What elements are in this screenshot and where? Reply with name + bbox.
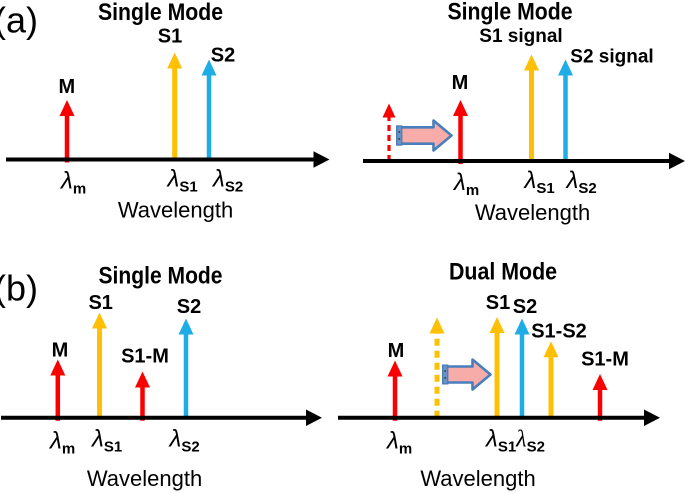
svg-text:Single Mode: Single Mode [99,262,223,289]
svg-text:S1: S1 [486,292,510,314]
svg-text:S2 signal: S2 signal [570,47,653,68]
svg-text:M: M [58,76,75,98]
svg-text:S1-S2: S1-S2 [531,321,587,343]
svg-text:Dual Mode: Dual Mode [449,259,557,286]
svg-text:Wavelength: Wavelength [420,466,535,491]
svg-text:λm: λm [48,428,75,458]
svg-text:λS1: λS1 [166,166,198,196]
svg-text:M: M [52,340,69,362]
svg-text:λm: λm [452,169,479,199]
svg-text:S2: S2 [513,296,537,318]
svg-text:λm: λm [385,428,412,458]
svg-text:Single Mode: Single Mode [98,0,223,26]
svg-text:λS1: λS1 [90,426,122,456]
svg-text:S1: S1 [158,26,182,48]
svg-text:Wavelength: Wavelength [475,200,590,225]
svg-text:λm: λm [59,168,86,198]
svg-text:M: M [388,340,405,362]
svg-text:Wavelength: Wavelength [87,466,202,491]
svg-text:Single Mode: Single Mode [448,0,573,26]
svg-text:M: M [452,72,469,94]
svg-text:(b): (b) [0,268,38,309]
svg-text:λS2: λS2 [211,166,243,196]
svg-text:λS1: λS1 [523,167,555,197]
svg-text:Wavelength: Wavelength [118,198,233,223]
svg-text:S1-M: S1-M [581,349,629,371]
svg-text:S1-M: S1-M [121,346,169,368]
svg-text:S1 signal: S1 signal [479,26,562,47]
svg-text:S1: S1 [88,292,112,314]
svg-text:S2: S2 [177,296,201,318]
svg-text:(a): (a) [0,0,38,41]
svg-text:λS1λS2: λS1λS2 [484,426,545,456]
svg-text:S2: S2 [211,45,235,67]
svg-text:λS2: λS2 [168,426,200,456]
svg-text:λS2: λS2 [565,167,597,197]
